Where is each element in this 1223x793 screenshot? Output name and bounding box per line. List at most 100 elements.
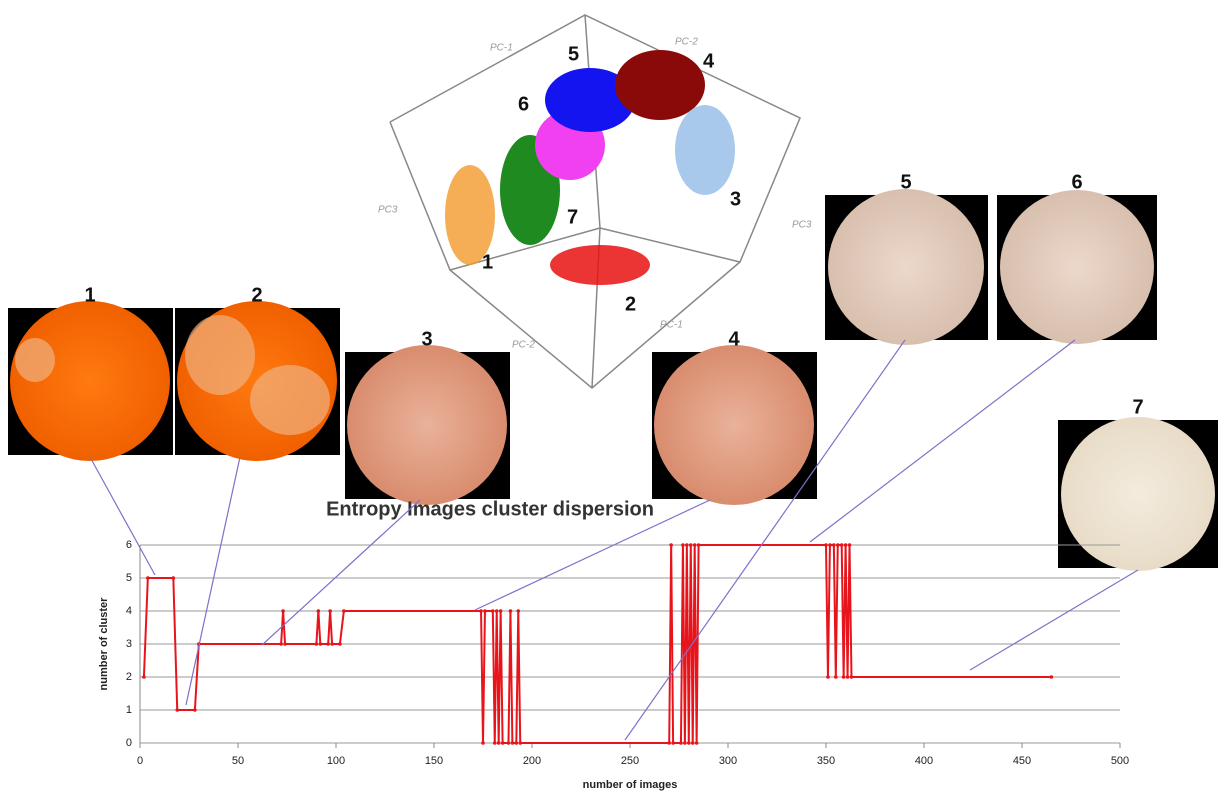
- data-point: [515, 741, 519, 745]
- data-point: [315, 642, 319, 646]
- data-point: [479, 609, 483, 613]
- data-point: [691, 741, 695, 745]
- data-point: [518, 741, 522, 745]
- image-label: 3: [421, 328, 432, 350]
- cluster-label: 2: [625, 293, 636, 315]
- x-tick-label: 250: [621, 755, 639, 767]
- data-point: [826, 675, 830, 679]
- cluster-label: 7: [567, 206, 578, 228]
- data-point: [683, 741, 687, 745]
- x-tick-label: 100: [327, 755, 345, 767]
- pca-axis-label: PC-1: [490, 43, 513, 54]
- image-label: 6: [1071, 171, 1082, 193]
- data-point: [499, 609, 503, 613]
- data-point: [848, 543, 852, 547]
- data-point: [828, 543, 832, 547]
- cluster-label: 5: [568, 43, 579, 65]
- data-point: [671, 741, 675, 745]
- data-point: [846, 675, 850, 679]
- data-point: [507, 741, 511, 745]
- cluster-label: 6: [518, 93, 529, 115]
- x-tick-label: 50: [232, 755, 244, 767]
- data-point: [142, 675, 146, 679]
- x-tick-label: 500: [1111, 755, 1129, 767]
- data-point: [511, 741, 515, 745]
- data-point: [175, 708, 179, 712]
- x-tick-label: 300: [719, 755, 737, 767]
- data-point: [509, 609, 513, 613]
- x-tick-label: 450: [1013, 755, 1031, 767]
- chart-title: Entropy Images cluster dispersion: [326, 498, 654, 520]
- data-point: [326, 642, 330, 646]
- data-point: [824, 543, 828, 547]
- y-tick-label: 3: [126, 638, 132, 650]
- data-point: [832, 543, 836, 547]
- plot-area: 0 1 2 3 4 5 6 0 50 100 150 200 250 300 350 400 450 500: [126, 539, 1129, 767]
- data-point: [667, 741, 671, 745]
- data-point: [481, 741, 485, 745]
- data-point: [844, 543, 848, 547]
- data-point: [319, 642, 323, 646]
- pca-axis-label: PC-2: [675, 37, 698, 48]
- cluster-label: 4: [703, 50, 715, 72]
- data-point: [695, 741, 699, 745]
- data-point: [491, 609, 495, 613]
- data-point: [283, 642, 287, 646]
- data-point: [834, 675, 838, 679]
- x-tick-label: 0: [137, 755, 143, 767]
- cluster-label: 1: [482, 251, 493, 273]
- x-tick-label: 200: [523, 755, 541, 767]
- image-label: 2: [251, 284, 262, 306]
- y-tick-label: 6: [126, 539, 132, 551]
- data-point: [279, 642, 283, 646]
- data-point: [836, 543, 840, 547]
- data-point: [172, 576, 176, 580]
- data-point: [342, 609, 346, 613]
- data-point: [193, 708, 197, 712]
- data-point: [679, 741, 683, 745]
- image-label: 7: [1132, 396, 1143, 418]
- x-tick-label: 150: [425, 755, 443, 767]
- data-point: [497, 741, 501, 745]
- data-point: [317, 609, 321, 613]
- figure: PC-1 PC-2 PC3 PC3 PC-2 PC-1 5 4 6 3 7 1 …: [0, 0, 1223, 793]
- image-label: 5: [900, 171, 911, 193]
- x-tick-label: 400: [915, 755, 933, 767]
- data-point: [495, 609, 499, 613]
- x-axis-label: number of images: [583, 779, 678, 791]
- data-point: [493, 741, 497, 745]
- cluster-label: 3: [730, 188, 741, 210]
- data-point: [669, 543, 673, 547]
- data-point: [681, 543, 685, 547]
- image-label: 4: [728, 328, 740, 350]
- data-point: [693, 543, 697, 547]
- pca-axis-label: PC-2: [512, 340, 535, 351]
- data-point: [483, 609, 487, 613]
- data-point: [516, 609, 520, 613]
- y-tick-label: 0: [126, 737, 132, 749]
- pca-axis-label: PC-1: [660, 320, 683, 331]
- y-tick-label: 5: [126, 572, 132, 584]
- data-point: [842, 675, 846, 679]
- x-tick-label: 350: [817, 755, 835, 767]
- data-point: [1050, 675, 1054, 679]
- pca-axis-label: PC3: [378, 205, 398, 216]
- y-tick-label: 4: [126, 605, 132, 617]
- data-point: [146, 576, 150, 580]
- data-point: [338, 642, 342, 646]
- data-point: [697, 543, 701, 547]
- data-point: [685, 543, 689, 547]
- data-point: [281, 609, 285, 613]
- data-point: [689, 543, 693, 547]
- y-tick-label: 1: [126, 704, 132, 716]
- data-point: [330, 642, 334, 646]
- y-axis-label: number of cluster: [98, 597, 110, 691]
- data-point: [840, 543, 844, 547]
- y-tick-label: 2: [126, 671, 132, 683]
- data-point: [850, 675, 854, 679]
- data-point: [328, 609, 332, 613]
- pca-axis-label: PC3: [792, 220, 812, 231]
- data-point: [687, 741, 691, 745]
- image-label: 1: [84, 284, 95, 306]
- data-point: [501, 741, 505, 745]
